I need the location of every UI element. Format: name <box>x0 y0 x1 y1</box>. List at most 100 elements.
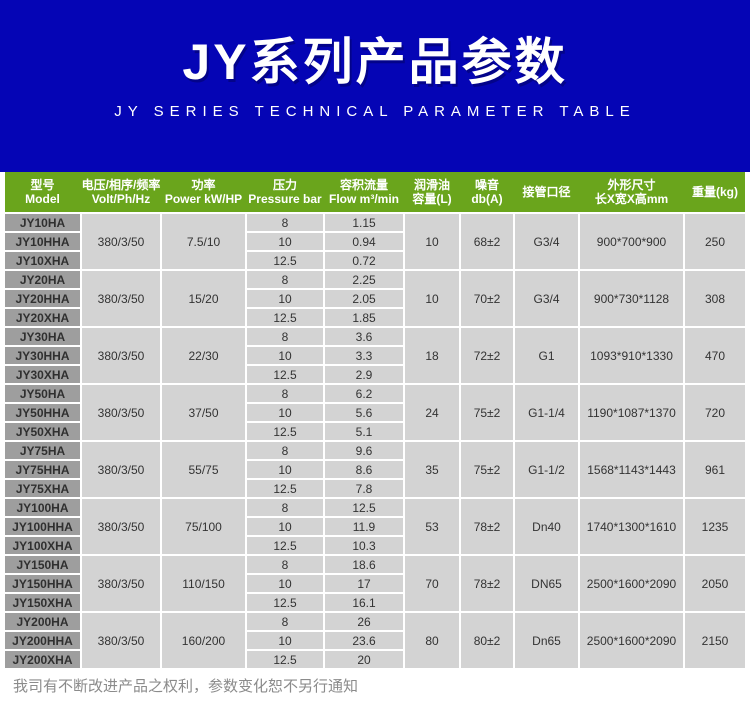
weight-cell: 2050 <box>685 556 745 611</box>
pipe-cell: G1-1/2 <box>515 442 578 497</box>
power-cell: 37/50 <box>162 385 245 440</box>
model-cell: JY20HA <box>5 271 80 288</box>
banner: JY系列产品参数 JY SERIES TECHNICAL PARAMETER T… <box>0 0 750 172</box>
table-body: JY10HA 8 1.15 JY10HHA 10 0.94 JY10XHA 12.5 0.72 3… <box>5 214 745 668</box>
column-header-model-en: Model <box>25 192 60 206</box>
volt-cell: 380/3/50 <box>82 499 160 554</box>
column-header-pipe: 接管口径 <box>515 172 578 212</box>
pressure-cell: 12.5 <box>247 309 323 326</box>
flow-cell: 12.5 <box>325 499 403 516</box>
column-header-dims-en: 长X宽X高mm <box>594 192 669 206</box>
noise-cell: 75±2 <box>461 385 513 440</box>
flow-cell: 5.6 <box>325 404 403 421</box>
dims-cell: 1093*910*1330 <box>580 328 683 383</box>
model-cell: JY75XHA <box>5 480 80 497</box>
model-cell: JY10XHA <box>5 252 80 269</box>
weight-cell: 961 <box>685 442 745 497</box>
weight-cell: 720 <box>685 385 745 440</box>
column-header-noise-en: db(A) <box>471 192 503 206</box>
oil-cell: 35 <box>405 442 459 497</box>
model-cell: JY150HA <box>5 556 80 573</box>
pressure-cell: 8 <box>247 214 323 231</box>
pipe-cell: Dn65 <box>515 613 578 668</box>
column-header-weight-zh: 重量(kg) <box>692 185 738 199</box>
flow-cell: 17 <box>325 575 403 592</box>
dims-cell: 1190*1087*1370 <box>580 385 683 440</box>
dims-cell: 900*730*1128 <box>580 271 683 326</box>
model-cell: JY30XHA <box>5 366 80 383</box>
noise-cell: 68±2 <box>461 214 513 269</box>
weight-cell: 250 <box>685 214 745 269</box>
weight-cell: 1235 <box>685 499 745 554</box>
dims-cell: 2500*1600*2090 <box>580 556 683 611</box>
oil-cell: 70 <box>405 556 459 611</box>
power-cell: 55/75 <box>162 442 245 497</box>
power-cell: 7.5/10 <box>162 214 245 269</box>
model-cell: JY30HA <box>5 328 80 345</box>
column-header-pressure-en: Pressure bar <box>248 192 322 206</box>
pipe-cell: G1 <box>515 328 578 383</box>
flow-cell: 23.6 <box>325 632 403 649</box>
pressure-cell: 12.5 <box>247 537 323 554</box>
column-header-model: 型号 Model <box>5 172 80 212</box>
pipe-cell: DN65 <box>515 556 578 611</box>
model-cell: JY75HHA <box>5 461 80 478</box>
flow-cell: 10.3 <box>325 537 403 554</box>
column-header-flow-en: Flow m³/min <box>329 192 399 206</box>
page-subtitle: JY SERIES TECHNICAL PARAMETER TABLE <box>114 102 636 120</box>
noise-cell: 80±2 <box>461 613 513 668</box>
pressure-cell: 12.5 <box>247 480 323 497</box>
model-cell: JY150HHA <box>5 575 80 592</box>
oil-cell: 10 <box>405 214 459 269</box>
power-cell: 110/150 <box>162 556 245 611</box>
column-header-power: 功率 Power kW/HP <box>162 172 245 212</box>
pressure-cell: 12.5 <box>247 423 323 440</box>
weight-cell: 2150 <box>685 613 745 668</box>
noise-cell: 78±2 <box>461 499 513 554</box>
model-cell: JY100HA <box>5 499 80 516</box>
pressure-cell: 8 <box>247 271 323 288</box>
pressure-cell: 12.5 <box>247 594 323 611</box>
pressure-cell: 8 <box>247 442 323 459</box>
flow-cell: 7.8 <box>325 480 403 497</box>
volt-cell: 380/3/50 <box>82 556 160 611</box>
column-header-pressure: 压力 Pressure bar <box>247 172 323 212</box>
pressure-cell: 12.5 <box>247 651 323 668</box>
volt-cell: 380/3/50 <box>82 613 160 668</box>
oil-cell: 80 <box>405 613 459 668</box>
pressure-cell: 12.5 <box>247 366 323 383</box>
flow-cell: 0.94 <box>325 233 403 250</box>
pressure-cell: 10 <box>247 632 323 649</box>
pipe-cell: G1-1/4 <box>515 385 578 440</box>
oil-cell: 24 <box>405 385 459 440</box>
noise-cell: 78±2 <box>461 556 513 611</box>
pressure-cell: 8 <box>247 556 323 573</box>
oil-cell: 10 <box>405 271 459 326</box>
column-header-dims: 外形尺寸 长X宽X高mm <box>580 172 683 212</box>
pipe-cell: G3/4 <box>515 214 578 269</box>
column-header-oil: 润滑油 容量(L) <box>405 172 459 212</box>
model-cell: JY100HHA <box>5 518 80 535</box>
pressure-cell: 10 <box>247 518 323 535</box>
pressure-cell: 12.5 <box>247 252 323 269</box>
pressure-cell: 10 <box>247 575 323 592</box>
footer-note: 我司有不断改进产品之权利，参数变化恕不另行通知 <box>13 678 359 695</box>
weight-cell: 470 <box>685 328 745 383</box>
flow-cell: 3.3 <box>325 347 403 364</box>
pressure-cell: 10 <box>247 347 323 364</box>
flow-cell: 16.1 <box>325 594 403 611</box>
model-cell: JY200HHA <box>5 632 80 649</box>
pipe-cell: G3/4 <box>515 271 578 326</box>
model-cell: JY150XHA <box>5 594 80 611</box>
model-cell: JY10HHA <box>5 233 80 250</box>
column-header-pressure-zh: 压力 <box>272 178 297 192</box>
flow-cell: 3.6 <box>325 328 403 345</box>
page-title: JY系列产品参数 <box>182 33 568 90</box>
model-cell: JY20HHA <box>5 290 80 307</box>
dims-cell: 1568*1143*1443 <box>580 442 683 497</box>
column-header-volt-zh: 电压/相序/频率 <box>81 178 161 192</box>
column-header-volt-en: Volt/Ph/Hz <box>91 192 151 206</box>
column-header-model-zh: 型号 <box>30 178 55 192</box>
flow-cell: 9.6 <box>325 442 403 459</box>
